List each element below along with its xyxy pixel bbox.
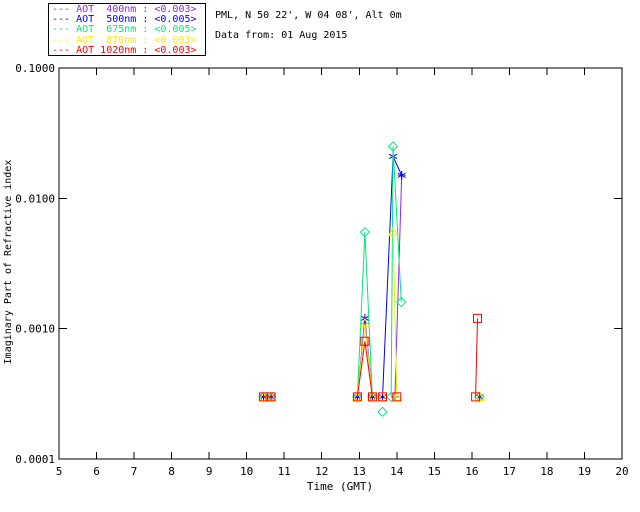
data-point-marker-675nm xyxy=(377,406,388,418)
series-line-675nm xyxy=(390,146,402,397)
x-tick-label: 17 xyxy=(503,465,516,478)
x-tick-label: 20 xyxy=(615,465,628,478)
legend-item-870nm: --- AOT 870nm : <0.003> xyxy=(52,34,205,46)
y-tick-label: 0.1000 xyxy=(15,62,55,75)
data-point-marker-675nm xyxy=(387,141,399,152)
legend-line-sample: --- xyxy=(52,44,77,56)
series-500nm xyxy=(259,151,484,402)
x-tick-label: 13 xyxy=(353,465,366,478)
data-point-marker-675nm xyxy=(385,391,397,403)
x-tick-label: 15 xyxy=(428,465,441,478)
data-point-marker-675nm xyxy=(396,296,407,308)
legend-line-sample: --- xyxy=(52,4,77,15)
x-tick-label: 6 xyxy=(93,465,100,478)
data-point-marker-1020nm xyxy=(360,336,370,346)
data-date-text: Data from: 01 Aug 2015 xyxy=(215,30,348,41)
series-675nm xyxy=(258,141,485,418)
legend-box: --- AOT 400nm : <0.003> --- AOT 500nm : <… xyxy=(48,3,206,56)
x-tick-label: 16 xyxy=(465,465,478,478)
x-tick-label: 7 xyxy=(131,465,138,478)
x-tick-label: 9 xyxy=(206,465,213,478)
series-line-1020nm xyxy=(475,318,478,397)
legend-line-sample: --- xyxy=(52,34,77,46)
x-tick-label: 5 xyxy=(56,465,63,478)
data-point-marker-870nm xyxy=(352,391,363,401)
data-point-marker-1020nm xyxy=(367,392,377,402)
x-tick-label: 12 xyxy=(315,465,328,478)
y-tick-label: 0.0001 xyxy=(15,453,55,466)
legend-item-675nm: --- AOT 675nm : <0.005> xyxy=(52,25,205,35)
data-point-marker-870nm xyxy=(388,226,399,237)
data-point-marker-675nm xyxy=(359,226,371,238)
legend-item-label: AOT 1020nm : <0.003> xyxy=(76,44,197,56)
legend-line-sample: --- xyxy=(52,24,77,36)
data-point-marker-500nm xyxy=(397,170,406,180)
legend-line-sample: --- xyxy=(52,14,77,26)
data-point-marker-870nm xyxy=(475,391,486,401)
data-point-marker-870nm xyxy=(266,391,277,401)
data-point-marker-1020nm xyxy=(392,392,402,402)
data-point-marker-1020nm xyxy=(352,392,362,402)
axes-layer: 5 6 7 8 9 10 11 12 13 14 15 16 17 18 19 20 0.1000 0.0100 0… xyxy=(15,62,628,478)
series-line-675nm xyxy=(356,232,373,397)
data-point-marker-870nm xyxy=(391,391,402,401)
y-tick-label: 0.0010 xyxy=(15,323,55,336)
legend-item-label: AOT 500nm : <0.005> xyxy=(76,14,197,26)
y-axis-label: Imaginary Part of Refractive index xyxy=(3,160,14,365)
series-line-870nm xyxy=(356,323,373,397)
data-point-marker-1020nm xyxy=(471,392,481,402)
legend-item-500nm: --- AOT 500nm : <0.005> xyxy=(52,15,205,25)
plot-header: PML, N 50 22', W 04 08', Alt 0m Data fro… xyxy=(215,6,402,46)
series-layer xyxy=(258,141,486,418)
plot-frame xyxy=(58,67,623,460)
series-line-400nm xyxy=(356,323,373,397)
x-tick-label: 11 xyxy=(278,465,291,478)
legend-item-1020nm: --- AOT 1020nm : <0.003> xyxy=(52,44,205,56)
y-tick-label: 0.0100 xyxy=(15,192,55,205)
series-line-870nm xyxy=(392,232,398,397)
series-870nm xyxy=(258,226,486,401)
data-point-marker-870nm xyxy=(359,317,370,328)
x-tick-label: 19 xyxy=(578,465,591,478)
x-tick-label: 10 xyxy=(240,465,253,478)
data-point-marker-1020nm xyxy=(378,392,388,402)
legend-item-label: AOT 400nm : <0.003> xyxy=(76,4,197,15)
x-tick-label: 14 xyxy=(390,465,404,478)
data-point-marker-870nm xyxy=(377,391,388,401)
legend-item-label: AOT 675nm : <0.005> xyxy=(76,24,197,36)
series-1020nm xyxy=(259,313,482,402)
legend-item-400nm: --- AOT 400nm : <0.003> xyxy=(52,4,205,15)
data-point-marker-870nm xyxy=(258,391,269,401)
x-axis-label: Time (GMT) xyxy=(307,480,373,493)
legend-item-label: AOT 870nm : <0.003> xyxy=(76,34,197,46)
data-point-marker-1020nm xyxy=(266,392,276,402)
data-point-marker-1020nm xyxy=(472,313,482,323)
site-location-text: PML, N 50 22', W 04 08', Alt 0m xyxy=(215,10,402,21)
x-tick-label: 18 xyxy=(540,465,553,478)
series-line-1020nm xyxy=(356,341,373,397)
data-point-marker-870nm xyxy=(367,391,378,401)
x-tick-label: 8 xyxy=(168,465,175,478)
